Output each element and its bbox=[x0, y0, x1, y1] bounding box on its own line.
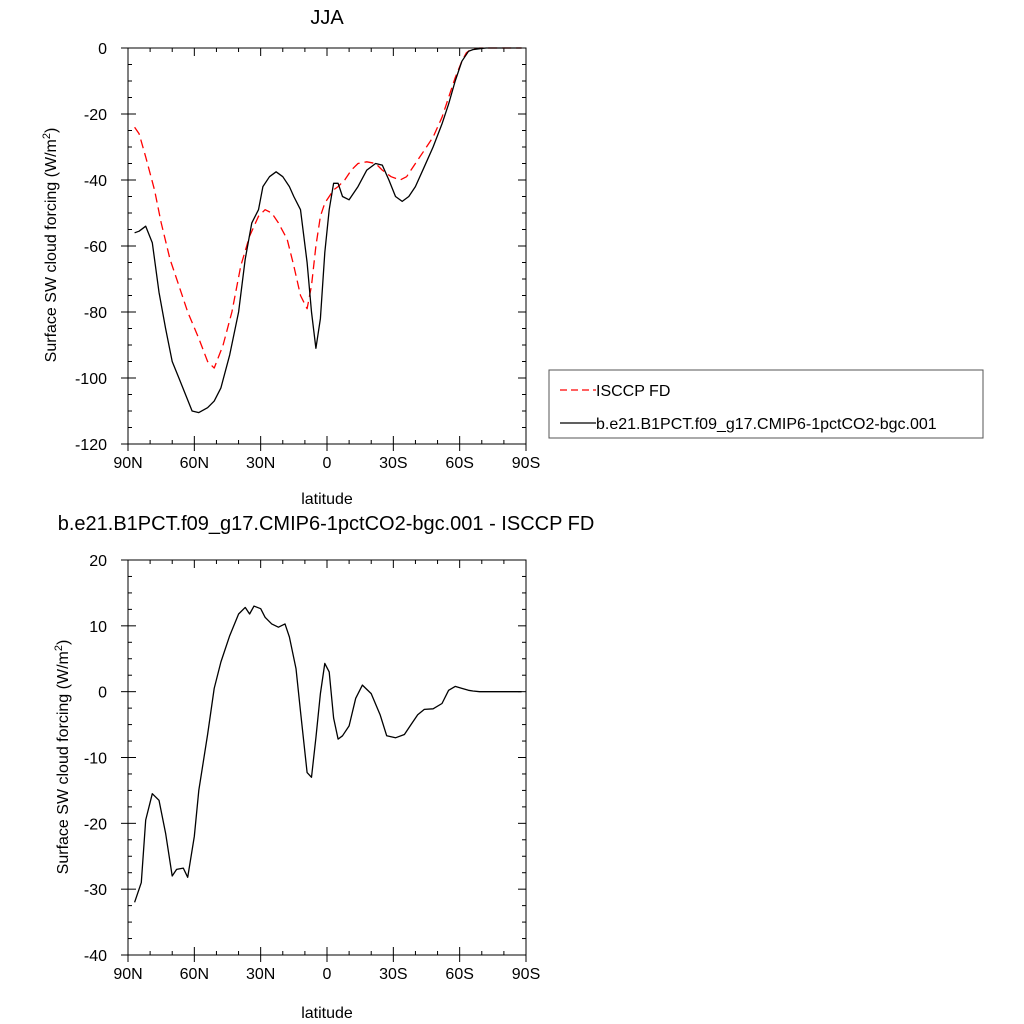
y-tick-label: -20 bbox=[84, 816, 107, 833]
y-tick-label: -120 bbox=[75, 437, 107, 454]
top-chart-series bbox=[134, 47, 522, 414]
y-tick-label: 0 bbox=[98, 41, 107, 58]
x-tick-label: 30N bbox=[246, 966, 275, 983]
y-axis-label-text: Surface SW cloud forcing (W/m2) bbox=[41, 128, 60, 363]
y-tick-label: -30 bbox=[84, 882, 107, 899]
y-tick-label: -40 bbox=[84, 948, 107, 965]
y-tick-label: -100 bbox=[75, 371, 107, 388]
x-tick-label: 90N bbox=[113, 455, 142, 472]
x-tick-label: 30N bbox=[246, 455, 275, 472]
y-axis-label: Surface SW cloud forcing (W/m2) bbox=[41, 128, 60, 363]
y-axis-label-text: Surface SW cloud forcing (W/m2) bbox=[53, 640, 72, 875]
x-tick-label: 30S bbox=[379, 966, 407, 983]
top-chart-ticks: 90N 60N 30N 0 30S 60S 90S 0 -20 -40 -60 -80 -100 -120 bbox=[75, 41, 540, 472]
legend: ISCCP FD b.e21.B1PCT.f09_g17.CMIP6-1pctC… bbox=[548, 369, 984, 439]
top-chart-plot-frame bbox=[127, 47, 527, 445]
x-tick-label: 90S bbox=[512, 966, 540, 983]
x-tick-label: 90N bbox=[113, 966, 142, 983]
bottom-chart-series bbox=[133, 605, 522, 903]
y-tick-label: 0 bbox=[98, 685, 107, 702]
difference-series-line bbox=[133, 605, 522, 903]
y-tick-label: 10 bbox=[89, 619, 107, 636]
chart-title: JJA bbox=[310, 7, 344, 29]
series-line-model bbox=[134, 47, 522, 414]
y-tick-label: -60 bbox=[84, 239, 107, 256]
x-tick-label: 60S bbox=[445, 966, 473, 983]
x-tick-label: 90S bbox=[512, 455, 540, 472]
x-axis-label: latitude bbox=[301, 1005, 353, 1022]
chart-title: b.e21.B1PCT.f09_g17.CMIP6-1pctCO2-bgc.00… bbox=[58, 513, 595, 535]
x-tick-label: 0 bbox=[323, 966, 332, 983]
series-line-isccp bbox=[134, 47, 522, 369]
x-tick-label: 30S bbox=[379, 455, 407, 472]
top-chart-panel: JJA Surface SW cloud forcing (W/m2) lati… bbox=[41, 7, 984, 508]
x-tick-label: 60S bbox=[445, 455, 473, 472]
legend-entry-isccp: ISCCP FD bbox=[596, 383, 670, 400]
y-tick-label: -40 bbox=[84, 173, 107, 190]
y-tick-label: -80 bbox=[84, 305, 107, 322]
y-tick-label: -10 bbox=[84, 751, 107, 768]
y-axis-label: Surface SW cloud forcing (W/m2) bbox=[53, 640, 72, 875]
legend-box bbox=[548, 369, 984, 439]
x-axis-label: latitude bbox=[301, 491, 353, 508]
y-tick-label: -20 bbox=[84, 107, 107, 124]
x-tick-label: 60N bbox=[180, 966, 209, 983]
bottom-chart-panel: b.e21.B1PCT.f09_g17.CMIP6-1pctCO2-bgc.00… bbox=[53, 513, 594, 1022]
bottom-chart-plot-frame bbox=[127, 559, 527, 956]
x-tick-label: 0 bbox=[323, 455, 332, 472]
y-tick-label: 20 bbox=[89, 553, 107, 570]
x-tick-label: 60N bbox=[180, 455, 209, 472]
legend-entry-model: b.e21.B1PCT.f09_g17.CMIP6-1pctCO2-bgc.00… bbox=[596, 416, 937, 433]
bottom-chart-ticks: 90N 60N 30N 0 30S 60S 90S 20 10 0 -10 -20 -30 -40 bbox=[84, 553, 540, 983]
